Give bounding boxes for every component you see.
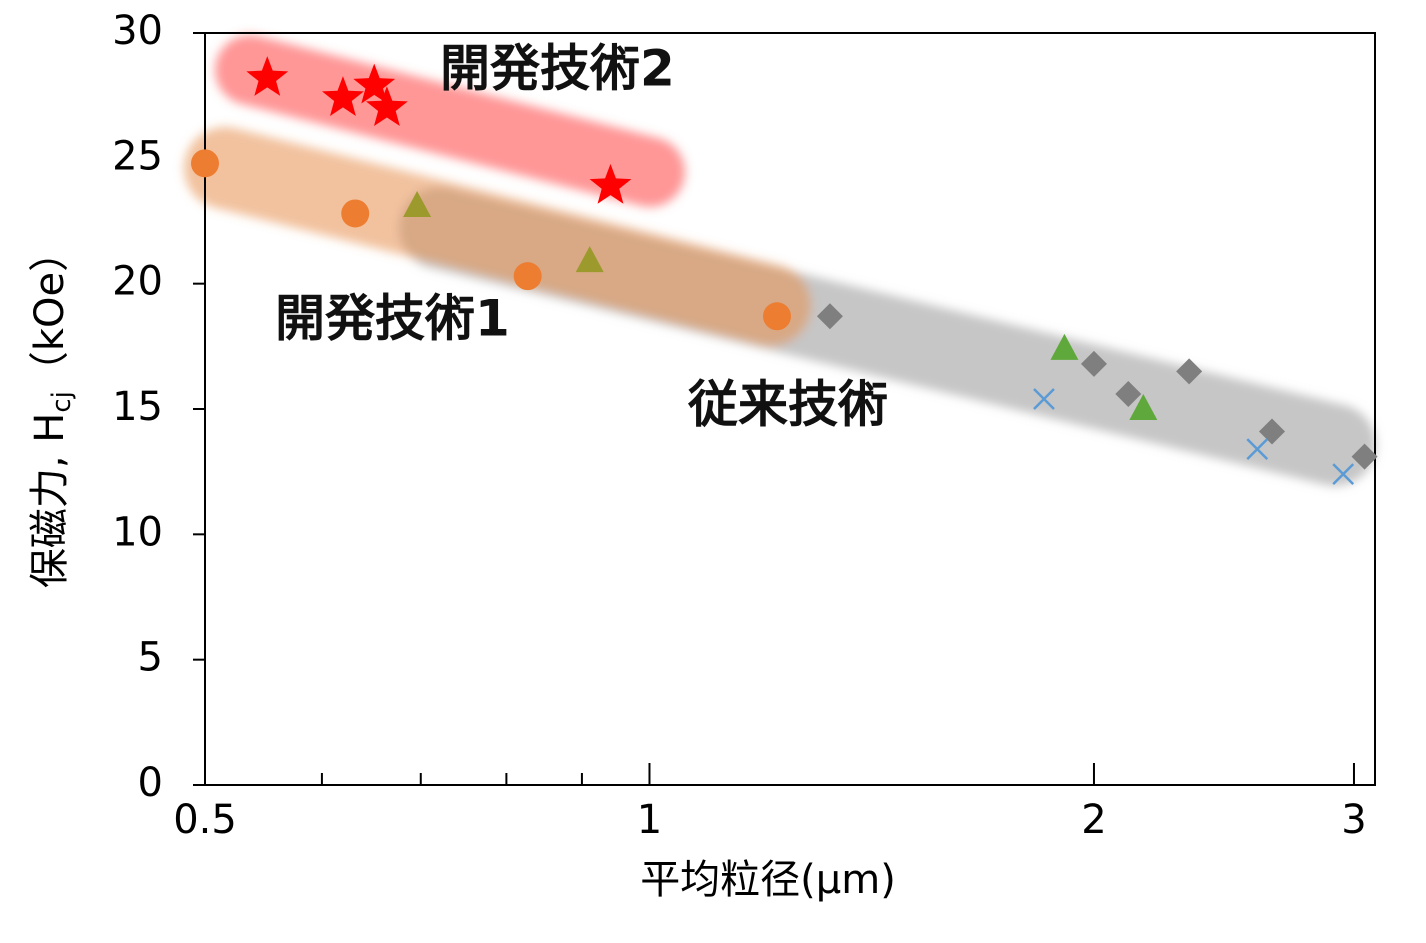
y-tick-label: 30	[112, 8, 163, 54]
band-dev2	[215, 35, 685, 207]
diamond-marker	[1115, 380, 1142, 407]
diamond-marker	[1080, 350, 1107, 377]
diamond-marker	[816, 303, 843, 330]
x-tick-label: 2	[1081, 797, 1106, 843]
triangle-marker	[403, 190, 432, 217]
diamond-marker	[1176, 358, 1203, 385]
annotation: 開発技術2	[440, 40, 675, 98]
circle-marker	[341, 199, 370, 228]
circle-marker	[191, 149, 219, 178]
y-tick-label: 15	[112, 384, 163, 430]
star-marker	[589, 163, 632, 204]
x-axis-label: 平均粒径(μm)	[640, 857, 896, 903]
y-tick-label: 10	[112, 509, 163, 555]
cross-marker	[1246, 438, 1269, 460]
band-dev1	[184, 127, 811, 346]
x-tick-label: 3	[1341, 797, 1366, 843]
star-marker	[365, 86, 408, 126]
y-axis-label: 保磁力, Hcj（kOe）	[27, 232, 77, 588]
star-marker	[246, 56, 289, 96]
x-tick-label: 1	[637, 797, 662, 843]
circle-marker	[513, 262, 542, 291]
triangle-marker	[575, 246, 604, 273]
y-label-main: 保磁力, H	[27, 413, 73, 589]
cross-marker	[1033, 388, 1055, 410]
y-tick-label: 25	[112, 133, 163, 179]
annotation: 従来技術	[687, 376, 888, 434]
x-tick-label: 0.5	[173, 797, 237, 843]
annotation: 開発技術1	[275, 290, 510, 348]
cross-marker	[1332, 463, 1355, 486]
y-tick-label: 5	[138, 635, 163, 681]
y-label-unit: （kOe）	[27, 232, 73, 391]
circle-marker	[762, 302, 791, 331]
y-tick-label: 0	[138, 760, 163, 806]
triangle-marker	[1050, 333, 1079, 360]
star-marker	[322, 76, 364, 116]
y-label-sub: cj	[47, 391, 77, 413]
y-tick-label: 20	[112, 259, 163, 305]
diamond-marker	[1351, 443, 1378, 470]
diamond-marker	[1258, 418, 1285, 445]
star-marker	[353, 63, 396, 104]
triangle-marker	[1129, 394, 1158, 420]
